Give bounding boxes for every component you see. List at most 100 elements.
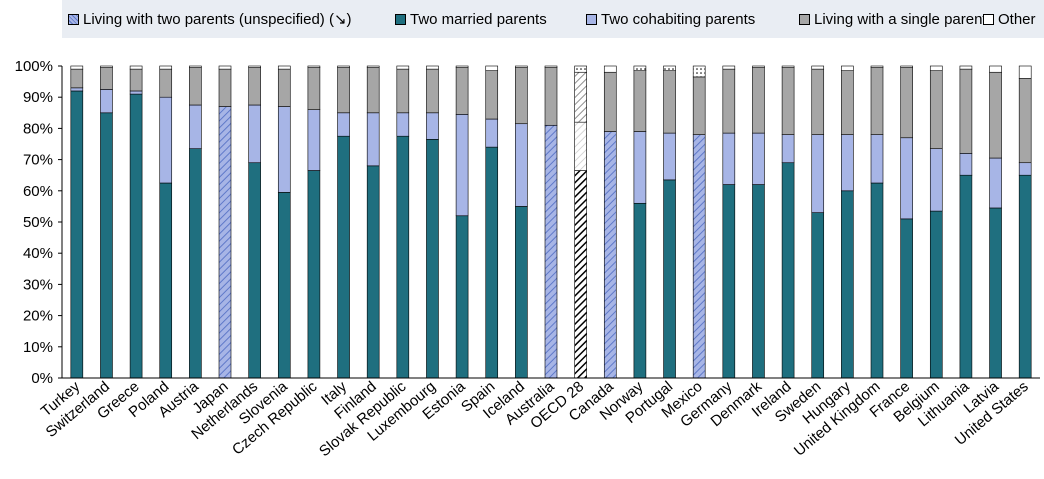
y-tick-label: 40% xyxy=(23,245,53,262)
bar-other xyxy=(544,65,558,68)
legend-label-married: Two married parents xyxy=(410,10,547,28)
bar-cohabiting xyxy=(752,132,765,185)
bar-married xyxy=(722,184,736,379)
bar-cohabiting xyxy=(396,112,410,137)
bar-other xyxy=(366,65,380,68)
bar-other xyxy=(811,65,825,70)
legend-item-other: Other xyxy=(983,9,1036,29)
bar-other xyxy=(663,65,676,71)
bar-married xyxy=(781,162,795,379)
bar-cohabiting xyxy=(633,131,647,204)
bar-single xyxy=(752,67,765,134)
bar-cohabiting xyxy=(70,87,84,92)
bar-cohabiting xyxy=(485,118,499,148)
bar-single xyxy=(277,68,291,107)
bar-other xyxy=(603,65,617,73)
bar-married xyxy=(159,182,173,379)
y-tick-label: 60% xyxy=(23,183,53,200)
bar-single xyxy=(248,67,261,106)
bar-married xyxy=(248,162,261,379)
bar-other xyxy=(752,65,765,68)
bar-cohabiting xyxy=(426,112,439,140)
bar-married xyxy=(811,212,825,379)
legend-label-other: Other xyxy=(998,10,1036,28)
bar-single xyxy=(1018,78,1032,164)
bar-married xyxy=(100,112,113,379)
bar-other xyxy=(248,65,261,68)
bar-single xyxy=(218,68,232,107)
bars xyxy=(70,65,1032,379)
bar-cohabiting xyxy=(307,109,321,171)
bar-married xyxy=(663,179,676,379)
bar-other xyxy=(485,65,499,71)
bar-other xyxy=(841,65,854,71)
bar-single xyxy=(189,67,202,106)
bar-single xyxy=(100,67,113,90)
bar-married xyxy=(841,190,854,379)
bar-married xyxy=(633,202,647,379)
bar-unspecified xyxy=(218,106,232,379)
bar-single xyxy=(692,76,706,135)
legend-item-married: Two married parents xyxy=(395,9,547,29)
x-axis: TurkeySwitzerlandGreecePolandAustriaJapa… xyxy=(38,377,1040,460)
bar-unspecified xyxy=(544,124,558,379)
bar-married xyxy=(870,182,884,379)
y-tick-label: 90% xyxy=(23,89,53,106)
y-tick-label: 20% xyxy=(23,308,53,325)
bar-cohabiting xyxy=(929,148,943,212)
bar-single xyxy=(574,71,587,123)
bar-married xyxy=(900,218,913,379)
bar-cohabiting xyxy=(663,132,676,181)
bar-other xyxy=(129,65,143,70)
bar-other xyxy=(189,65,202,68)
bar-married xyxy=(129,93,143,379)
legend-item-cohabiting: Two cohabiting parents xyxy=(586,9,755,29)
bar-single xyxy=(129,68,143,92)
bar-single xyxy=(396,68,410,114)
bar-single xyxy=(929,70,943,149)
legend-label-unspecified: Living with two parents (unspecified) (↘… xyxy=(83,11,352,28)
bar-other xyxy=(159,65,173,70)
bar-single xyxy=(337,67,350,114)
bar-married xyxy=(337,135,350,379)
bar-cohabiting xyxy=(900,137,913,220)
bar-cohabiting xyxy=(1018,162,1032,176)
y-axis: 0% 10% 20% 30% 40% 50% 60% 70% 80% 90% 100% xyxy=(15,58,63,387)
bar-married xyxy=(366,165,380,379)
bar-other xyxy=(692,65,706,78)
legend-swatch-married xyxy=(395,13,406,25)
bar-married xyxy=(752,184,765,379)
bar-other xyxy=(989,65,1002,73)
bar-cohabiting xyxy=(248,104,261,164)
legend-swatch-other xyxy=(983,13,994,25)
bar-cohabiting xyxy=(337,112,350,137)
bar-cohabiting xyxy=(722,132,736,185)
legend-item-unspecified: Living with two parents (unspecified) (↘… xyxy=(68,9,352,29)
bar-married xyxy=(396,135,410,379)
bar-other xyxy=(100,65,113,68)
bar-other xyxy=(307,65,321,68)
bar-single xyxy=(307,67,321,110)
bar-cohabiting xyxy=(515,123,528,207)
bar-cohabiting xyxy=(277,106,291,193)
bar-married xyxy=(277,192,291,379)
legend-background xyxy=(62,0,1044,38)
legend-label-cohabiting: Two cohabiting parents xyxy=(601,10,756,28)
y-tick-label: 70% xyxy=(23,152,53,169)
bar-married xyxy=(929,210,943,379)
legend-item-single: Living with a single parent xyxy=(799,9,987,29)
bar-other xyxy=(1018,65,1032,79)
bar-single xyxy=(366,67,380,114)
bar-married xyxy=(959,174,973,379)
bar-other xyxy=(70,65,84,70)
bar-other xyxy=(455,65,469,68)
bar-cohabiting xyxy=(189,104,202,149)
bar-cohabiting xyxy=(841,134,854,192)
bar-single xyxy=(485,70,499,120)
bar-single xyxy=(159,68,173,98)
y-tick-label: 0% xyxy=(31,370,53,387)
y-tick-label: 10% xyxy=(23,339,53,356)
bar-single xyxy=(781,67,795,135)
bar-cohabiting xyxy=(129,90,143,95)
bar-other xyxy=(900,65,913,68)
